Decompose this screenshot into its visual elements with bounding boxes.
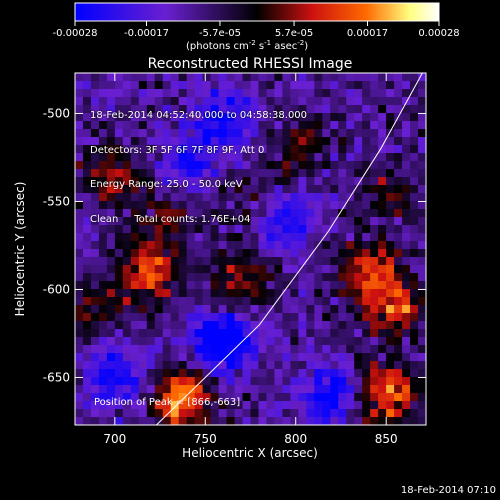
x-tick-label: 700 <box>103 432 126 446</box>
x-tick-label: 750 <box>194 432 217 446</box>
colorbar-tick-label: -5.7e-05 <box>199 28 241 39</box>
svg-text:(photons cm-2 s-1 asec-2): (photons cm-2 s-1 asec-2) <box>186 39 308 52</box>
y-axis: -650 -600 -550 -500 <box>43 106 426 384</box>
colorbar-tick-label: 0.00028 <box>418 28 459 39</box>
colorbar-tick-label: -0.00017 <box>124 28 169 39</box>
y-tick-label: -600 <box>43 282 70 296</box>
colorbar-unit-label: (photons cm-2 s-1 asec-2) <box>186 39 308 52</box>
peak-position-text: Position of Peak = [866,-663] <box>94 397 241 408</box>
plot-frame <box>74 72 427 426</box>
colorbar-tick-label: -0.00028 <box>53 28 98 39</box>
timestamp: 18-Feb-2014 07:10 <box>400 485 496 496</box>
y-tick-label: -550 <box>43 194 70 208</box>
colorbar-ticks: -0.00028 -0.00017 -5.7e-05 5.7e-05 0.00017 0.… <box>53 21 460 39</box>
colorbar-tick-label: 5.7e-05 <box>275 28 313 39</box>
colorbar <box>74 2 440 22</box>
x-tick-label: 850 <box>375 432 398 446</box>
y-tick-label: -650 <box>43 370 70 384</box>
heatmap-image <box>75 73 426 425</box>
x-axis: 700 750 800 850 <box>103 73 398 446</box>
y-axis-label: Heliocentric Y (arcsec) <box>13 182 27 317</box>
x-tick-label: 800 <box>284 432 307 446</box>
colorbar-tick-label: 0.00017 <box>347 28 388 39</box>
y-tick-label: -500 <box>43 106 70 120</box>
x-axis-label: Heliocentric X (arcsec) <box>182 446 318 460</box>
solar-limb-line <box>156 73 423 425</box>
chart-title: Reconstructed RHESSI Image <box>148 56 353 72</box>
